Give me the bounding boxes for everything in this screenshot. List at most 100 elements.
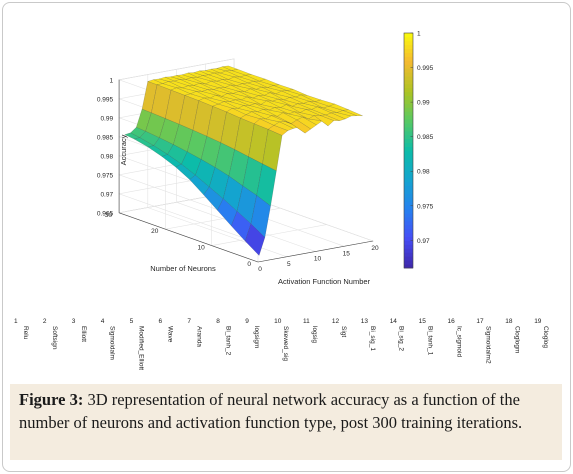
colorbar-segment — [404, 205, 413, 210]
function-name: Skewed_sig — [282, 326, 290, 362]
z-tick-label: 0.99 — [100, 115, 113, 122]
colorbar-segment — [404, 224, 413, 230]
colorbar-segment — [404, 158, 413, 163]
y-tick-label: 20 — [151, 228, 159, 235]
function-name: Elliott — [79, 326, 87, 342]
surface-patch — [342, 109, 363, 116]
colorbar-segment — [404, 248, 413, 253]
function-name: Aranda — [195, 326, 203, 347]
function-entry-18: 18 Cloglogm — [505, 318, 535, 378]
y-tick-label: 0 — [247, 261, 251, 268]
colorbar-segment — [404, 142, 413, 147]
figure-caption: Figure 3: 3D representation of neural ne… — [19, 389, 555, 434]
x-axis-line — [257, 240, 374, 263]
x-axis-label: Activation Function Number — [278, 277, 371, 286]
function-entry-12: 12 Sigt — [332, 318, 362, 378]
z-tick-label: 0.965 — [97, 210, 114, 217]
colorbar-segment — [404, 185, 413, 191]
colorbar-segment — [404, 95, 413, 100]
y-tick-label: 10 — [197, 245, 205, 252]
y-tick-label: 30 — [105, 212, 113, 219]
colorbar-segment — [404, 56, 413, 61]
function-name: Ic_sigmoid — [455, 326, 463, 358]
colorbar: 0.97 0.975 0.98 0.985 0.99 0.995 1 — [403, 31, 434, 269]
colorbar-segment — [404, 260, 413, 265]
colorbar-tick-label: 0.99 — [417, 100, 430, 107]
function-number: 19 — [534, 318, 542, 325]
z-tick-label: 0.98 — [100, 153, 113, 160]
function-name: Bi_tanh_1 — [426, 326, 434, 356]
x-tick-label: 15 — [343, 250, 351, 257]
colorbar-segment — [404, 177, 413, 183]
z-tick-label: 0.985 — [97, 134, 114, 141]
colorbar-segment — [404, 60, 413, 65]
colorbar-segment — [404, 252, 413, 257]
colorbar-tick-label: 0.98 — [417, 169, 430, 176]
colorbar-segment — [404, 52, 413, 57]
function-number: 15 — [418, 318, 426, 325]
function-number: 13 — [360, 318, 369, 325]
function-name: Bi_tanh_2 — [224, 326, 232, 356]
colorbar-segment — [404, 209, 413, 214]
colorbar-segment — [404, 150, 413, 155]
function-name: Bi_sig_1 — [368, 326, 376, 351]
function-name: Cloglogm — [513, 326, 521, 354]
function-number: 8 — [216, 318, 220, 325]
function-entry-14: 14 Bi_sig_2 — [390, 318, 420, 378]
function-name: Bi_sig_2 — [397, 326, 405, 351]
colorbar-segment — [404, 127, 413, 132]
function-entry-11: 11 logsig — [303, 318, 333, 378]
colorbar-segment — [404, 134, 413, 140]
caption-box: Figure 3: 3D representation of neural ne… — [10, 384, 562, 460]
function-number: 11 — [303, 318, 310, 325]
function-number: 5 — [129, 318, 134, 325]
activation-function-list: 1 Relu 2 Softsign 3 Elliott 4 Sigmoidalm 5 Modifi… — [14, 300, 564, 380]
function-number: 12 — [331, 318, 340, 325]
colorbar-segment — [404, 174, 413, 179]
function-number: 16 — [447, 318, 455, 325]
colorbar-segment — [404, 87, 413, 93]
colorbar-segment — [404, 201, 413, 206]
function-name: Cloglog — [542, 326, 550, 349]
colorbar-segment — [404, 213, 413, 218]
colorbar-segment — [404, 228, 413, 234]
colorbar-segment — [404, 221, 413, 226]
function-name: Modified_Elliott — [137, 326, 145, 371]
y-axis-line — [118, 212, 259, 263]
function-number: 1 — [14, 318, 18, 325]
z-tick-label: 0.97 — [100, 191, 113, 198]
function-entry-8: 8 Bi_tanh_2 — [216, 318, 246, 378]
function-entry-5: 5 Modified_Elliott — [130, 318, 160, 378]
colorbar-tick-label: 0.97 — [417, 238, 430, 245]
function-number: 10 — [274, 318, 282, 325]
function-entry-13: 13 Bi_sig_1 — [361, 318, 391, 378]
function-entry-7: 7 Aranda — [187, 318, 217, 378]
colorbar-segment — [404, 33, 413, 38]
colorbar-border — [403, 32, 414, 269]
x-tick-label: 0 — [258, 266, 262, 273]
colorbar-segment — [404, 154, 413, 159]
function-name: Softsign — [50, 326, 58, 350]
colorbar-segment — [404, 240, 413, 245]
function-name: Sigmoidalm2 — [484, 326, 492, 364]
colorbar-segment — [404, 193, 413, 198]
y-axis-label: Number of Neurons — [150, 264, 216, 273]
colorbar-segment — [404, 83, 413, 89]
colorbar-segment — [404, 162, 413, 167]
function-entry-3: 3 Elliott — [72, 318, 102, 378]
caption-text: 3D representation of neural network accu… — [19, 390, 523, 432]
colorbar-segment — [404, 99, 413, 104]
colorbar-tick-label: 0.975 — [417, 203, 434, 210]
surface — [124, 65, 363, 256]
colorbar-segment — [404, 119, 413, 124]
colorbar-segment — [404, 232, 413, 238]
colorbar-segment — [404, 264, 413, 269]
colorbar-tick-label: 0.995 — [417, 65, 434, 72]
function-entry-4: 4 Sigmoidalm — [101, 318, 131, 378]
function-entry-19: 19 Cloglog — [534, 318, 564, 378]
colorbar-segment — [404, 217, 413, 222]
colorbar-segment — [404, 170, 413, 175]
colorbar-segment — [404, 115, 413, 120]
caption-label: Figure 3: — [19, 390, 84, 409]
function-name: Wave — [166, 326, 174, 343]
